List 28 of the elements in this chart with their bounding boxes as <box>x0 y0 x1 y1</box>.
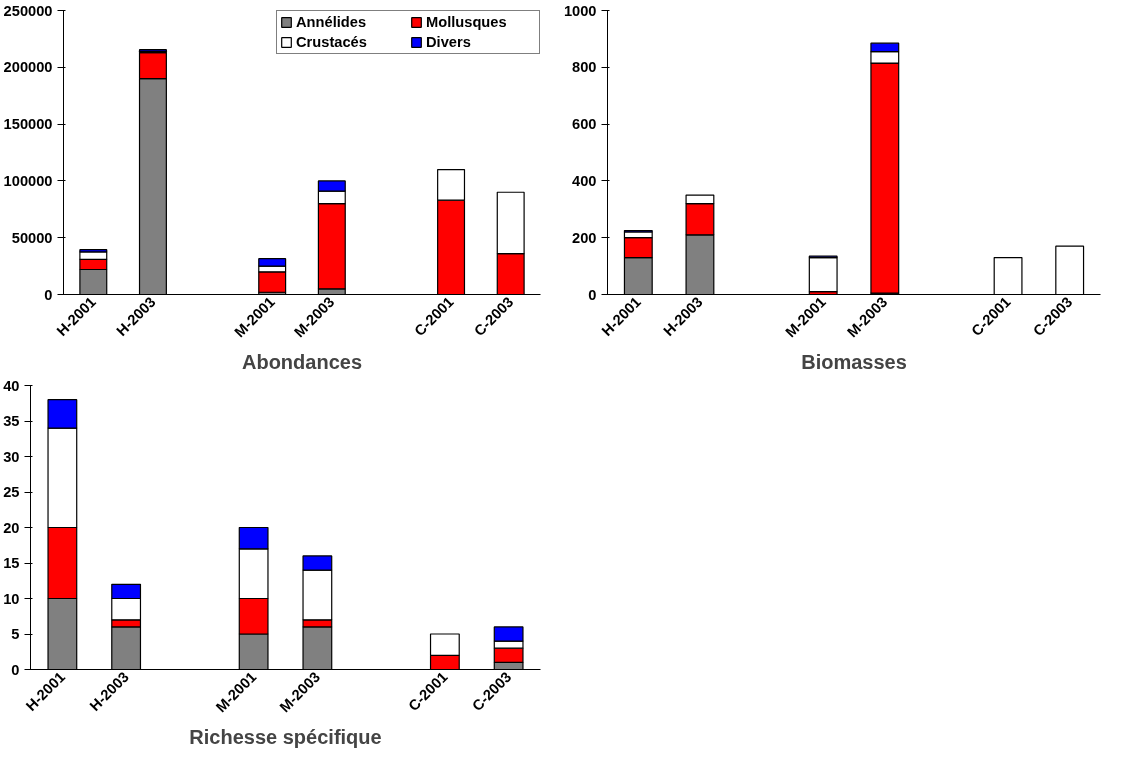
y-tick-label: 40 <box>3 377 20 394</box>
y-tick-label: 600 <box>572 116 597 133</box>
y-tick-label: 400 <box>572 172 597 189</box>
y-tick-label: 800 <box>572 59 597 76</box>
y-tick-label: 30 <box>3 448 20 465</box>
x-axis-title: Richesse spécifique <box>189 725 382 748</box>
x-axis-title: Abondances <box>241 350 363 373</box>
y-tick-label: 50000 <box>11 229 53 246</box>
legend-label: Annélides <box>296 14 368 30</box>
y-tick-label: 1000 <box>563 2 597 19</box>
y-tick-label: 0 <box>588 286 597 303</box>
legend-label: Crustacés <box>296 34 368 50</box>
legend-label: Divers <box>426 34 472 50</box>
x-axis-title: Biomasses <box>801 350 907 373</box>
y-tick-label: 35 <box>3 413 20 429</box>
y-tick-label: 0 <box>11 661 20 678</box>
y-tick-label: 200 <box>572 229 597 246</box>
y-tick-label: 200000 <box>3 59 53 76</box>
y-tick-label: 150000 <box>3 116 53 133</box>
y-tick-label: 25 <box>3 484 20 500</box>
y-tick-label: 20 <box>3 519 20 536</box>
y-tick-label: 0 <box>44 286 53 303</box>
y-tick-label: 10 <box>3 590 20 607</box>
y-tick-label: 15 <box>3 555 20 571</box>
legend-label: Mollusques <box>426 14 508 30</box>
y-tick-label: 100000 <box>3 172 53 189</box>
y-tick-label: 5 <box>11 626 20 642</box>
y-tick-label: 250000 <box>3 2 53 19</box>
